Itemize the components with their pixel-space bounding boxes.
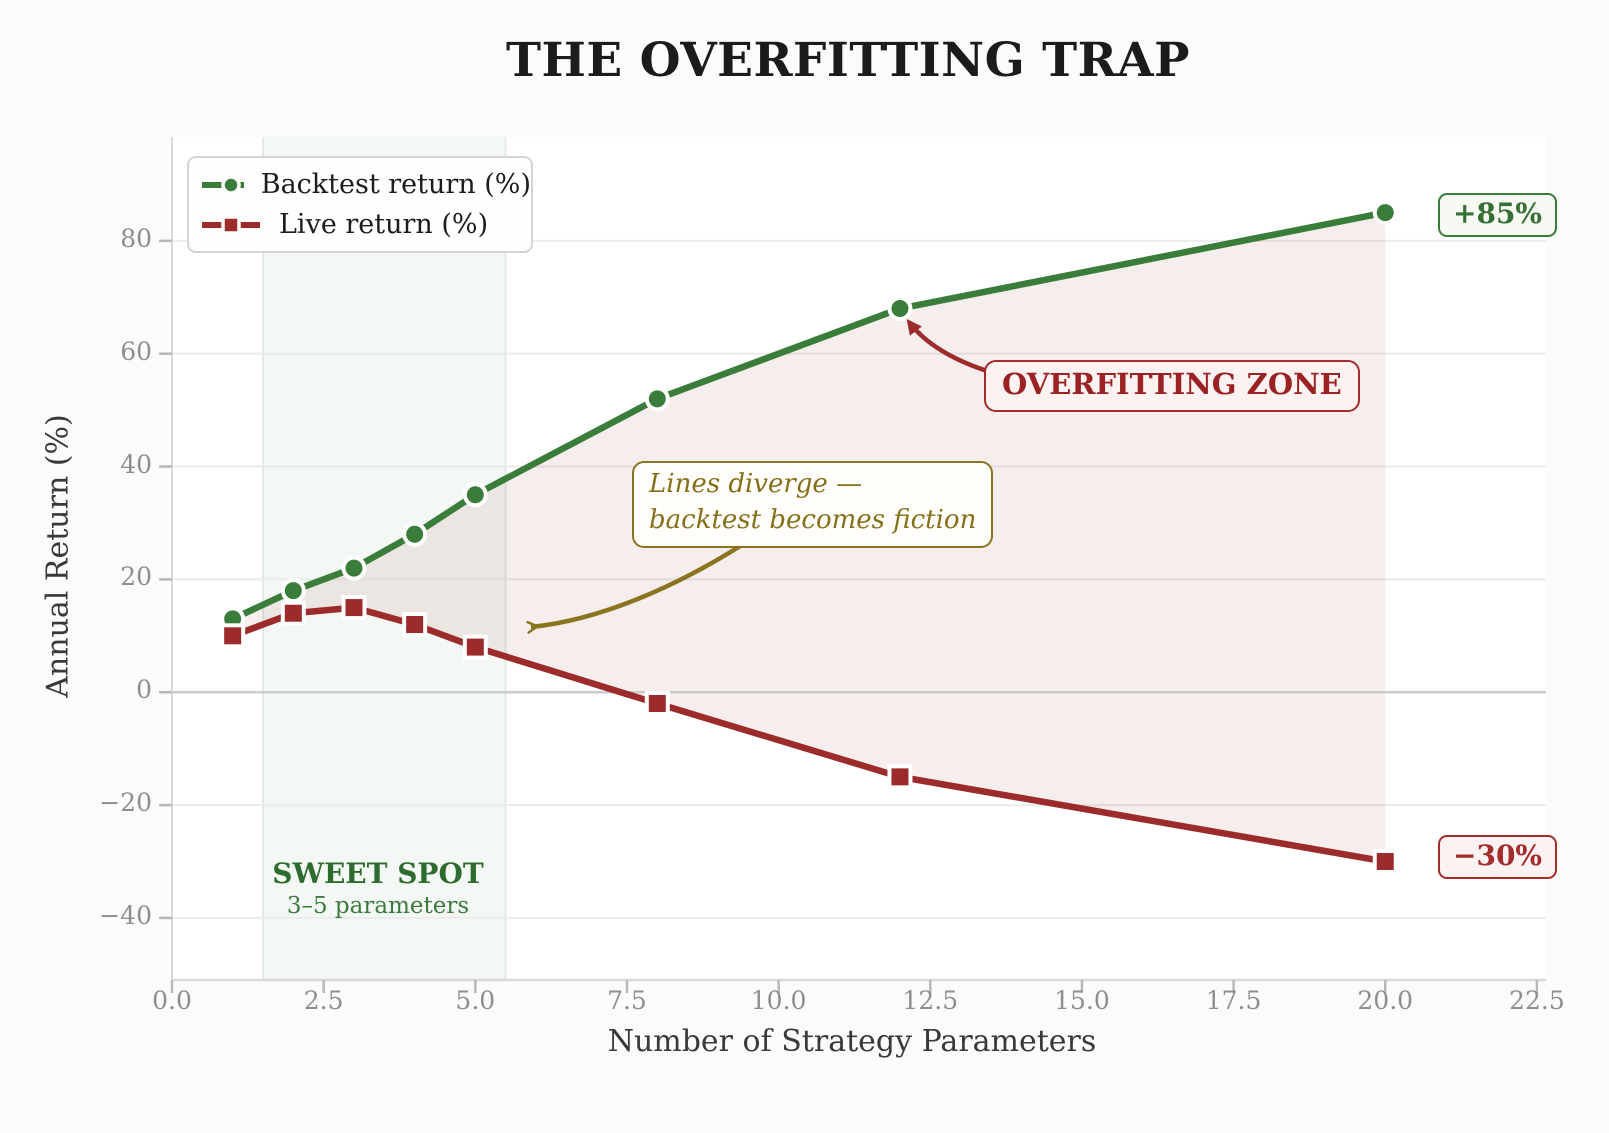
legend-backtest-label: Backtest return (%) [260, 169, 531, 200]
x-tick-label: 20.0 [1357, 986, 1414, 1015]
data-point [284, 582, 302, 600]
diverge-note-line1: Lines diverge — [649, 469, 863, 499]
legend-live-label: Live return (%) [279, 209, 489, 240]
sweet-spot-subtitle: 3–5 parameters [286, 893, 470, 920]
diverge-note-arrow [531, 541, 747, 627]
sweet-spot-band [262, 137, 506, 980]
legend-item-backtest: Backtest return (%) [200, 169, 531, 200]
data-point [648, 695, 666, 713]
data-point [891, 300, 909, 318]
data-point [1376, 204, 1394, 222]
legend-item-live: Live return (%) [200, 209, 531, 240]
x-tick-label: 22.5 [1509, 986, 1565, 1015]
overfitting-zone-callout: OVERFITTING ZONE [984, 360, 1360, 412]
data-point [1376, 853, 1394, 871]
y-tick-label: 80 [120, 223, 152, 253]
data-point [224, 610, 242, 628]
x-tick-label: 2.5 [303, 986, 344, 1015]
data-point [648, 390, 666, 408]
data-point [284, 604, 302, 622]
diverge-note-line2: backtest becomes fiction [649, 504, 977, 535]
data-point [224, 627, 242, 645]
backtest-end-value-badge: +85% [1438, 193, 1558, 237]
data-point [345, 559, 363, 577]
sweet-spot-label: SWEET SPOT 3–5 parameters [272, 857, 484, 920]
x-tick-label: 10.0 [750, 986, 807, 1015]
legend-backtest-line-marker-icon [202, 174, 244, 195]
y-tick-label: 0 [136, 675, 152, 705]
data-point [345, 599, 363, 617]
legend: Backtest return (%) Live return (%) [187, 156, 533, 253]
data-point [891, 768, 909, 786]
data-point [466, 638, 484, 656]
x-tick-label: 17.5 [1205, 986, 1262, 1015]
x-tick-label: 12.5 [902, 986, 959, 1015]
y-tick-label: 60 [120, 336, 152, 366]
x-tick-label: 0.0 [152, 986, 192, 1015]
x-tick-label: 7.5 [607, 986, 647, 1015]
x-tick-label: 5.0 [455, 986, 496, 1015]
sweet-spot-title: SWEET SPOT [272, 857, 484, 890]
y-tick-label: −40 [99, 900, 152, 930]
x-axis-label: Number of Strategy Parameters [607, 1024, 1097, 1059]
diverge-note-callout: Lines diverge — backtest becomes fiction [632, 461, 994, 548]
legend-live-line-marker-icon [202, 214, 260, 235]
y-tick-label: −20 [99, 788, 152, 818]
data-point [406, 525, 424, 543]
chart-title: THE OVERFITTING TRAP [506, 33, 1190, 88]
data-point [466, 486, 484, 504]
live-end-value-badge: −30% [1438, 835, 1558, 879]
x-tick-label: 15.0 [1054, 986, 1110, 1015]
y-tick-label: 20 [120, 562, 152, 592]
data-point [406, 616, 424, 634]
y-tick-label: 40 [120, 449, 152, 479]
